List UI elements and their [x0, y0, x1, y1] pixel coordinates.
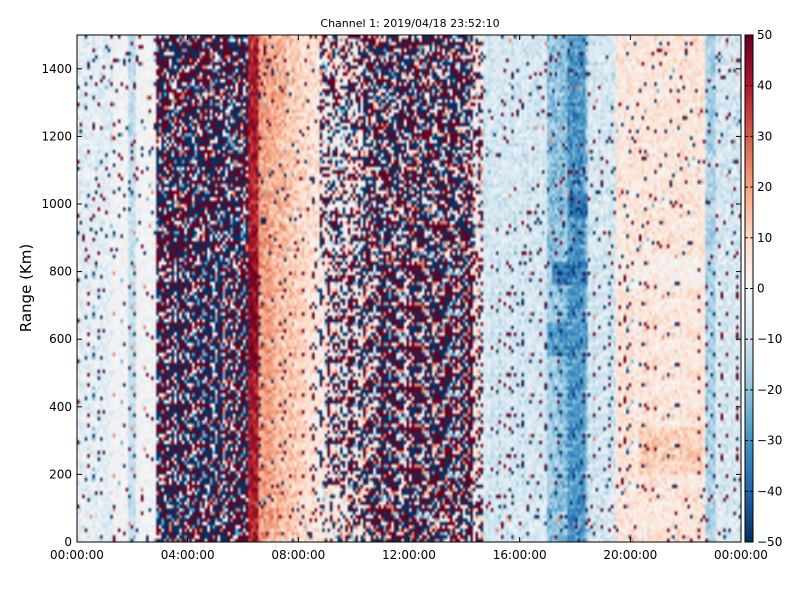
x-axis: 00:00:00 04:00:00 08:00:00 12:00:00 16:00:00…: [50, 35, 768, 562]
heatmap-image: [77, 35, 741, 542]
y-axis: 0 200 400 600 800 1000 1200 1400: [41, 62, 741, 549]
colorbar-tick-label: −10: [757, 332, 782, 346]
y-tick-label: 200: [49, 467, 72, 481]
colorbar-tick-label: −20: [757, 383, 782, 397]
colorbar-tick-label: 0: [757, 282, 765, 296]
colorbar-tick-label: −30: [757, 434, 782, 448]
colorbar-tick-label: −50: [757, 535, 782, 549]
colorbar-tick-label: 10: [757, 231, 772, 245]
colorbar-tick-label: −40: [757, 484, 782, 498]
x-tick-label: 04:00:00: [161, 548, 215, 562]
y-tick-label: 1200: [41, 129, 72, 143]
y-axis-label: Range (Km): [17, 244, 35, 332]
colorbar: 50 40 30 20 10 0 −10 −20 −30 −40 −50: [744, 28, 782, 549]
colorbar-tick-label: 30: [757, 129, 772, 143]
x-tick-label: 16:00:00: [493, 548, 547, 562]
colorbar-tick-label: 40: [757, 79, 772, 93]
heatmap-plot-area: [76, 34, 742, 543]
x-tick-label: 00:00:00: [50, 548, 104, 562]
chart-title: Channel 1: 2019/04/18 23:52:10: [320, 17, 499, 30]
x-tick-label: 08:00:00: [271, 548, 325, 562]
colorbar-tick-label: 50: [757, 28, 772, 42]
x-tick-label: 12:00:00: [382, 548, 436, 562]
x-tick-label: 20:00:00: [603, 548, 657, 562]
y-tick-label: 600: [49, 332, 72, 346]
y-tick-label: 400: [49, 400, 72, 414]
colorbar-tick-label: 20: [757, 180, 772, 194]
y-tick-label: 1400: [41, 62, 72, 76]
y-tick-label: 800: [49, 265, 72, 279]
colorbar-ticks: 50 40 30 20 10 0 −10 −20 −30 −40 −50: [745, 28, 782, 549]
y-tick-label: 1000: [41, 197, 72, 211]
x-tick-label: 00:00:00: [714, 548, 768, 562]
y-tick-label: 0: [64, 535, 72, 549]
colorbar-gradient: [745, 35, 753, 542]
